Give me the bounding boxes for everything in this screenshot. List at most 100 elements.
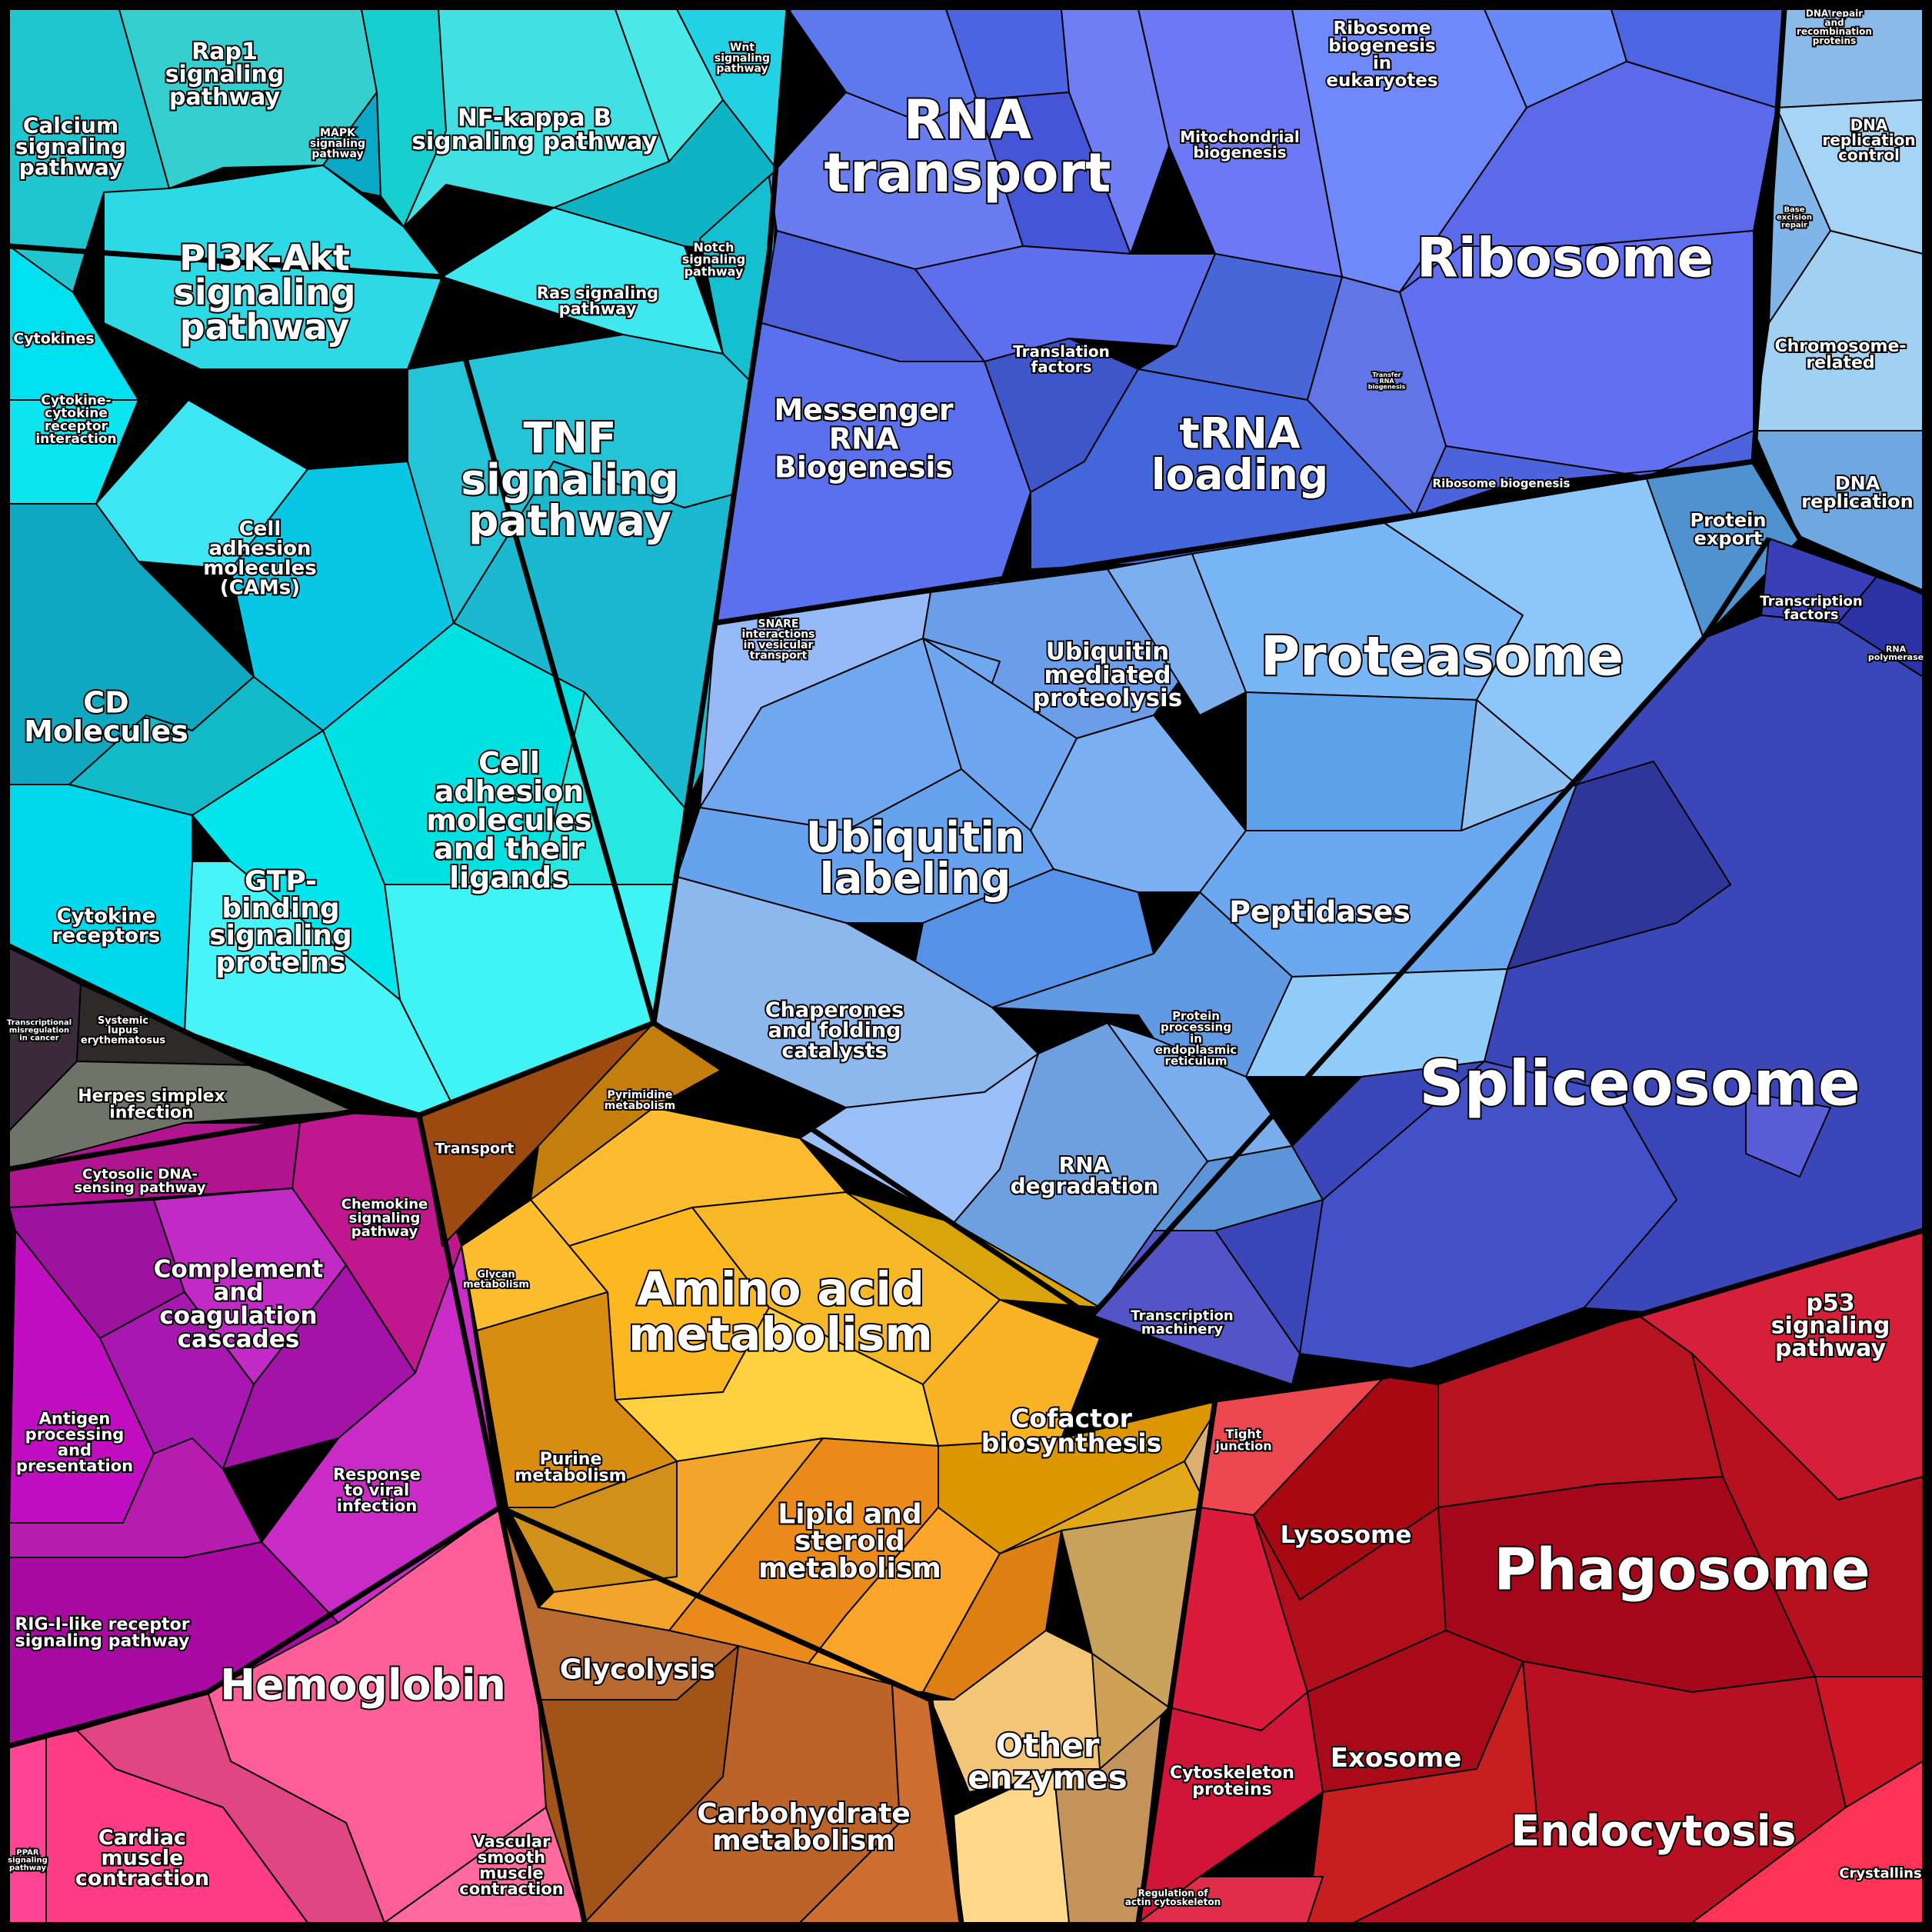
label-ribosome: Ribosome — [1417, 227, 1714, 290]
label-notch: Notch signaling pathway — [682, 240, 745, 278]
cell-enzymes-e[interactable] — [1053, 1714, 1162, 1924]
label-crystallins: Crystallins — [1839, 1865, 1921, 1881]
label-viral: Response to viral infection — [333, 1465, 421, 1515]
border-protein-spliceosome — [1090, 537, 1771, 1317]
border-genetic-protein — [715, 458, 1754, 626]
label-tight-junction: Tight junction — [1214, 1427, 1271, 1454]
label-rap1: Rap1 signaling pathway — [165, 38, 285, 111]
label-transcriptional-misreg: Transcriptional misregulation in cancer — [7, 1019, 72, 1043]
border-metabolism-inner — [498, 1504, 964, 1924]
label-ribosome-bio-euk: Ribosome biogenesis in eukaryotes — [1326, 18, 1437, 91]
cell-lipid-b[interactable] — [922, 1530, 1062, 1700]
border-spliceosome-cellular — [1214, 1227, 1924, 1403]
border-signaling-inner — [8, 243, 657, 1024]
label-vascular: Vascular smooth muscle contraction — [459, 1832, 563, 1898]
label-lupus: Systemic lupus erythematosus — [81, 1015, 165, 1046]
label-purine: Purine metabolism — [515, 1450, 626, 1486]
cell-cofactor-a[interactable] — [922, 1299, 1101, 1447]
label-ppar: PPAR signaling pathway — [8, 1849, 48, 1873]
label-chemokine: Chemokine signaling pathway — [341, 1197, 428, 1240]
label-ubiq-proteolysis: Ubiquitin mediated proteolysis — [1033, 638, 1182, 712]
label-proteasome: Proteasome — [1261, 625, 1624, 688]
cell-gtp-upper[interactable] — [192, 730, 401, 1001]
border-immune-circulation — [8, 1505, 501, 1749]
label-base-excision: Base excision repair — [1777, 206, 1812, 230]
label-glycolysis: Glycolysis — [560, 1654, 715, 1686]
label-amino-acid: Amino acid metabolism — [628, 1263, 933, 1362]
label-cd: CD Molecules — [24, 686, 188, 748]
label-mrna-bio: Messenger RNA Biogenesis — [774, 393, 954, 484]
cell-crystallins[interactable] — [1691, 1760, 1924, 1924]
cell-ras[interactable] — [441, 207, 724, 355]
border-dna — [1750, 8, 1924, 595]
border-metabolism-cellular — [1135, 1399, 1218, 1924]
cell-ppar[interactable] — [8, 1737, 47, 1924]
region-circulation — [8, 1507, 585, 1924]
label-cytoskeleton: Cytoskeleton proteins — [1170, 1764, 1294, 1800]
label-tnf: TNF signaling pathway — [461, 413, 678, 545]
cell-pyrimidine[interactable] — [530, 1022, 724, 1201]
label-wnt: Wnt signaling pathway — [715, 42, 770, 75]
labels: Calcium signaling pathway Rap1 signaling pat… — [5, 7, 1925, 1910]
label-carbohydrate: Carbohydrate metabolism — [697, 1798, 911, 1857]
label-cytosolic-dna: Cytosolic DNA-sensing pathway — [75, 1166, 206, 1196]
label-chaperones: Chaperones and folding catalysts — [765, 998, 904, 1063]
label-transcription-factors: Transcription factors — [1760, 593, 1862, 623]
cell-transfer-rna[interactable] — [1307, 276, 1447, 516]
label-mapk: MAPK signaling pathway — [310, 127, 365, 160]
cell-proteasome-b[interactable] — [1245, 691, 1477, 831]
cell-actin[interactable] — [1138, 1876, 1324, 1924]
border-signaling-bottom — [8, 943, 655, 1118]
label-ras: Ras signaling pathway — [537, 284, 658, 318]
region-protein — [653, 461, 1800, 1308]
label-ribosome-bio: Ribosome biogenesis — [1433, 476, 1571, 490]
label-cell-adhesion-ligands: Cell adhesion molecules and their ligands — [426, 746, 592, 894]
label-transport: Transport — [435, 1141, 514, 1158]
label-glycan: Glycan metabolism — [463, 1269, 529, 1291]
label-gtp: GTP-binding signaling proteins — [209, 866, 352, 979]
label-cytokine-receptor: Cytokine-cytokine receptor interaction — [35, 393, 116, 447]
label-transcription-machinery: Transcription machinery — [1131, 1307, 1233, 1337]
cell-dna-repair[interactable] — [1776, 8, 1924, 108]
border-signaling-genetic — [651, 8, 791, 1024]
label-trna: tRNA loading — [1151, 408, 1329, 499]
label-rna-degradation: RNA degradation — [1011, 1152, 1159, 1198]
label-rna-transport: RNA transport — [824, 88, 1111, 205]
label-dna-rep-control: DNA replication control — [1822, 115, 1915, 164]
region-signaling — [8, 8, 789, 1116]
cell-spliceosome-c[interactable] — [1745, 1091, 1831, 1178]
label-cofactor: Cofactor biosynthesis — [981, 1403, 1162, 1457]
label-dna-replication: DNA replication — [1801, 473, 1913, 513]
label-rna-polymerase: RNA polymerase — [1868, 644, 1924, 662]
cell-spliceosome-b[interactable] — [1299, 1061, 1677, 1370]
label-pyrimidine: Pyrimidine metabolism — [605, 1089, 675, 1112]
label-transfer-rna: Transfer RNA biogenesis — [1368, 371, 1406, 391]
label-translation-factors: Translation factors — [1013, 342, 1110, 376]
label-ubiq-labeling: Ubiquitin labeling — [806, 812, 1025, 903]
label-lysosome: Lysosome — [1281, 1521, 1412, 1549]
region-spliceosome — [1091, 538, 1924, 1385]
region-dna — [1753, 8, 1924, 593]
region-cellular — [1138, 1230, 1924, 1924]
region-metabolism — [418, 1022, 1224, 1924]
region-genetic — [715, 8, 1785, 624]
label-snare: SNARE interactions in vesicular transport — [741, 618, 814, 661]
label-hemoglobin: Hemoglobin — [220, 1660, 506, 1709]
cell-ubiq-d[interactable] — [1030, 715, 1247, 893]
border-disease-immune — [8, 1108, 420, 1172]
region-immune — [8, 1111, 501, 1747]
label-protein-er: Protein processing in endoplasmic reticulum — [1155, 1009, 1237, 1068]
cell-spliceosome-a[interactable] — [1507, 761, 1731, 970]
label-endocytosis: Endocytosis — [1511, 1806, 1797, 1855]
label-pi3k: PI3K-Akt signaling pathway — [173, 237, 355, 348]
cell-rna-transport-d[interactable] — [1061, 8, 1170, 255]
label-peptidases: Peptidases — [1229, 894, 1411, 928]
cell-transcription-machinery[interactable] — [1091, 1230, 1301, 1385]
label-complement: Complement and coagulation cascades — [154, 1255, 324, 1353]
label-rig: RIG-I-like receptor signaling pathway — [15, 1615, 189, 1651]
label-antigen: Antigen processing and presentation — [16, 1409, 133, 1475]
